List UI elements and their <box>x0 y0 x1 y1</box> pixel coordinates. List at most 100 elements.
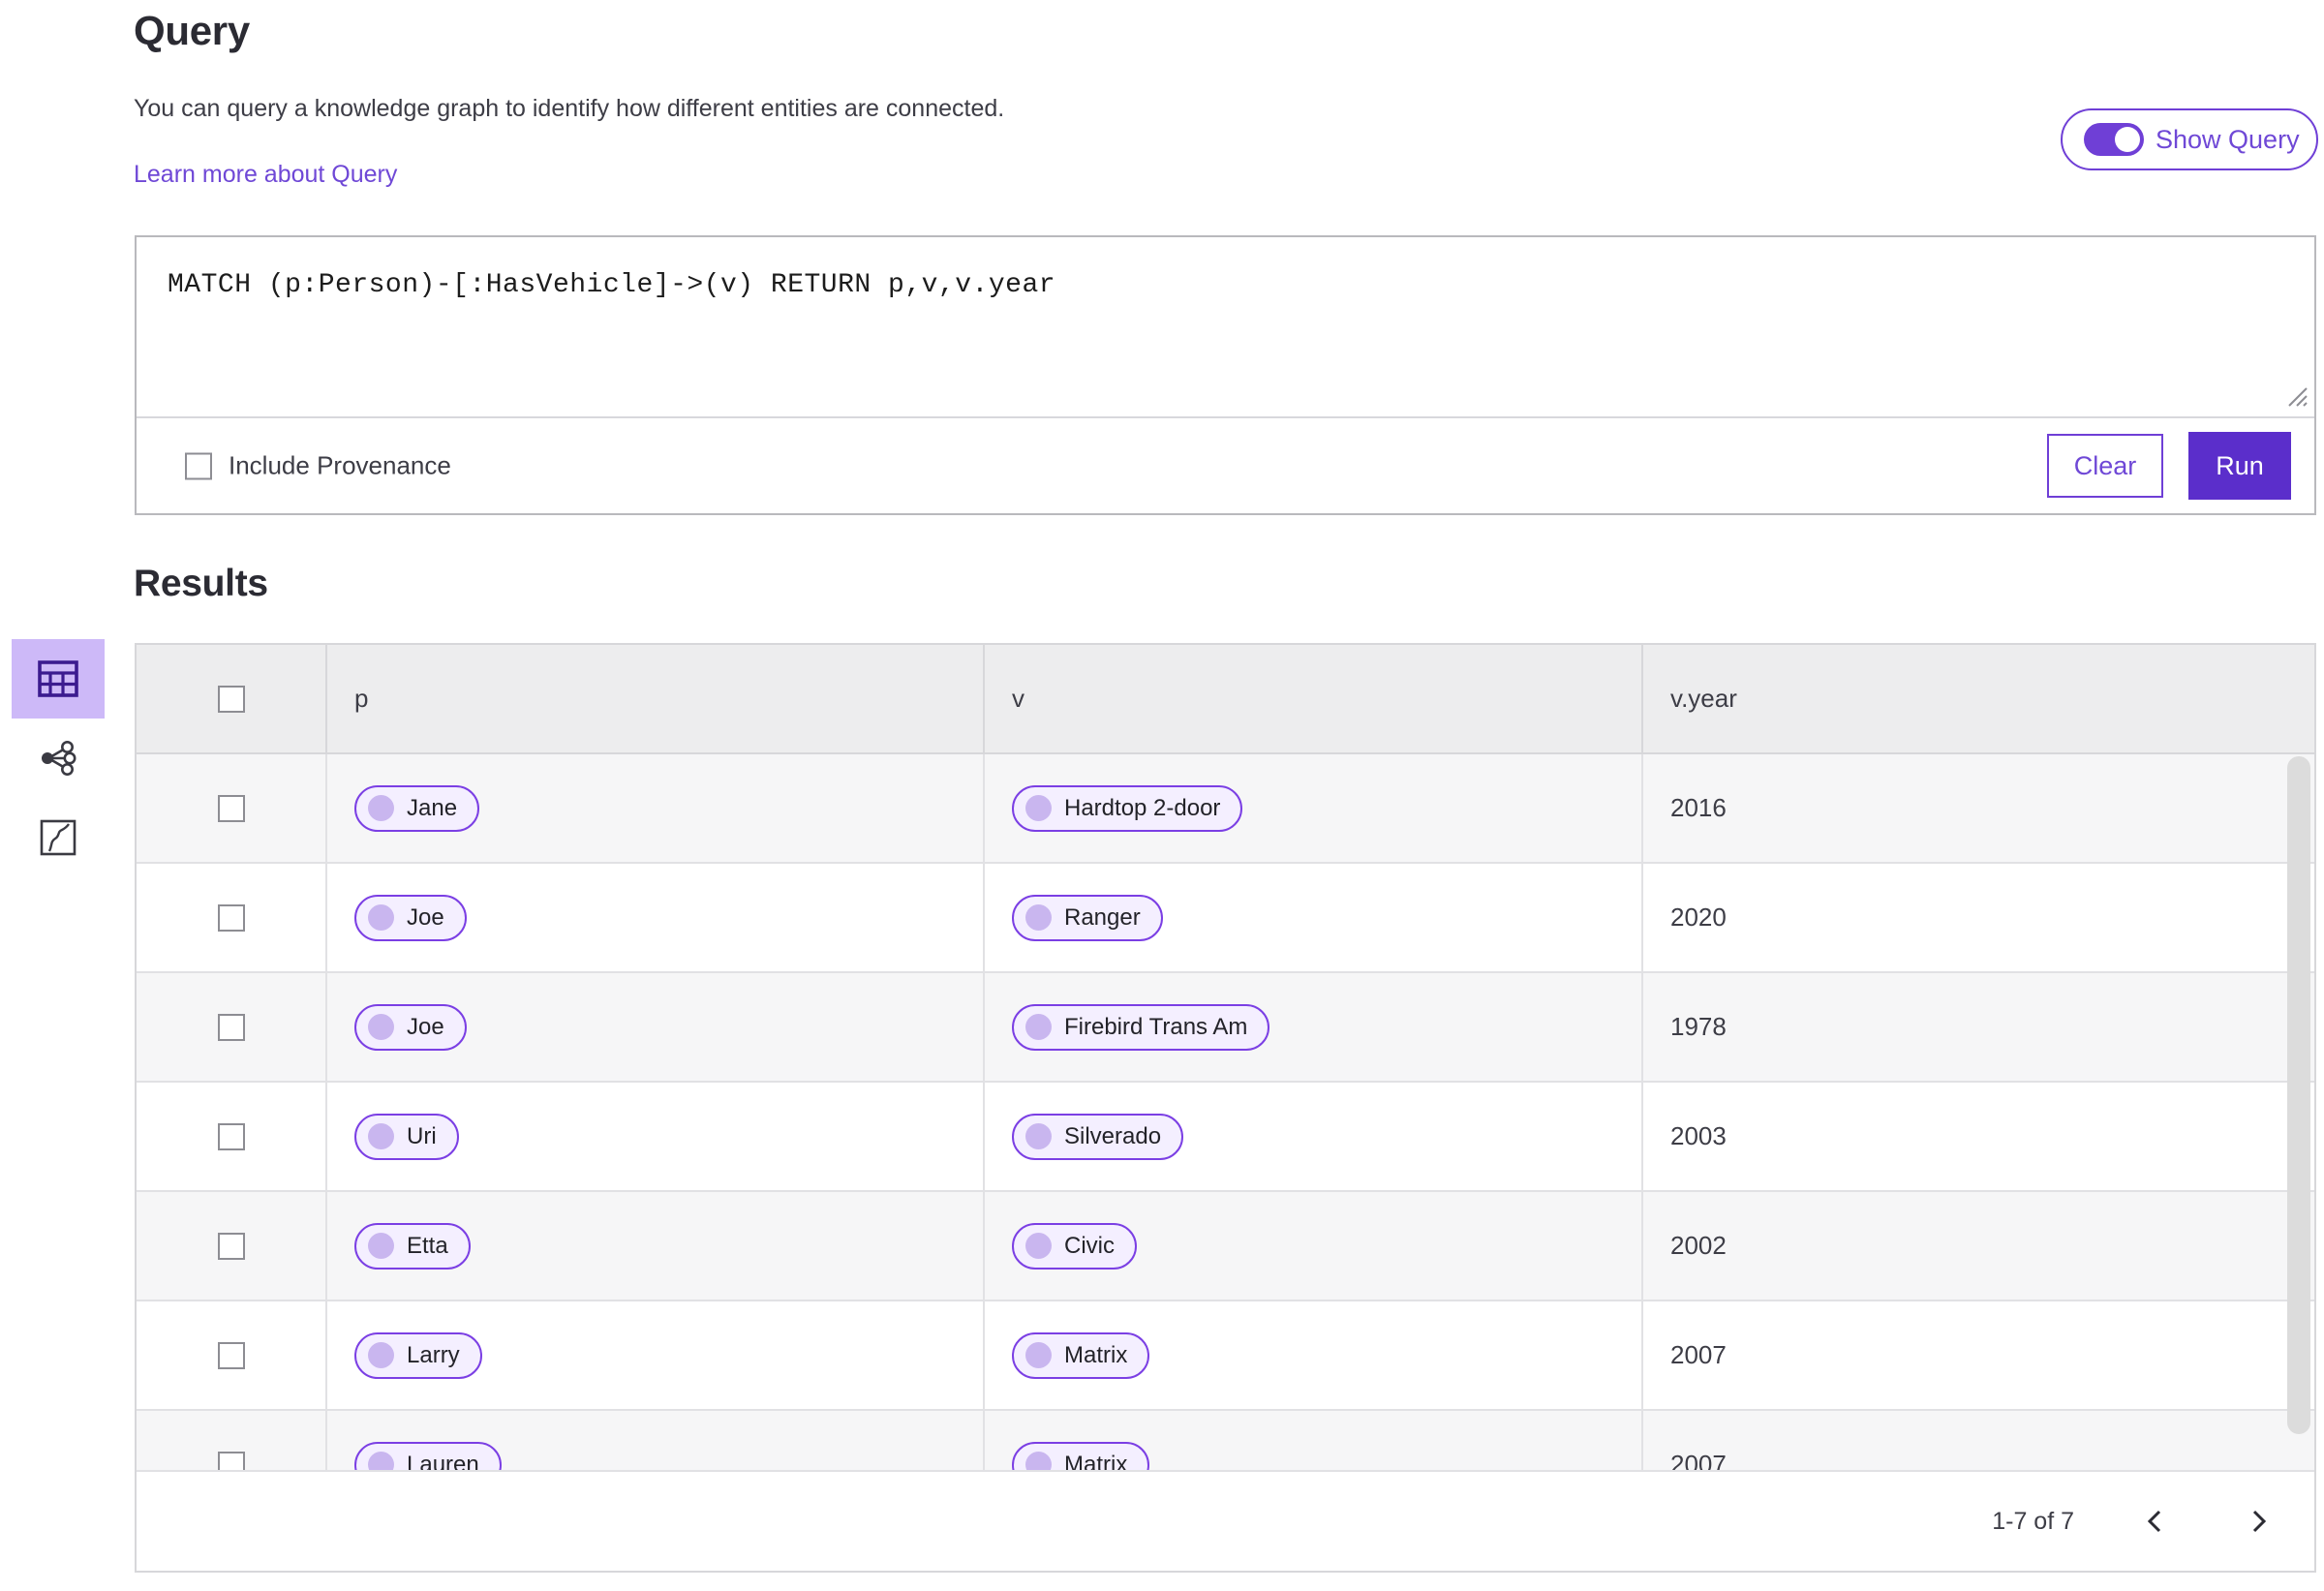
view-mode-rail <box>10 639 107 877</box>
page-subtitle: You can query a knowledge graph to ident… <box>134 95 1005 122</box>
entity-chip[interactable]: Etta <box>354 1222 471 1270</box>
row-select-cell <box>137 1301 327 1409</box>
row-select-cell <box>137 1411 327 1470</box>
table-row[interactable]: Joe Firebird Trans Am 1978 <box>137 973 2314 1083</box>
entity-chip[interactable]: Uri <box>354 1113 459 1160</box>
entity-chip[interactable]: Hardtop 2-door <box>1012 784 1243 832</box>
row-select-cell <box>137 1192 327 1300</box>
show-query-toggle[interactable]: Show Query <box>2061 108 2318 170</box>
scrollbar-thumb[interactable] <box>2287 756 2310 1434</box>
row-select-cell <box>137 1083 327 1190</box>
node-dot-icon <box>1025 1233 1052 1259</box>
table-row[interactable]: Joe Ranger 2020 <box>137 864 2314 973</box>
node-dot-icon <box>1025 904 1052 931</box>
cell-v: Silverado <box>985 1083 1643 1190</box>
row-checkbox[interactable] <box>217 794 245 822</box>
table-header-row: p v v.year <box>137 645 2314 754</box>
entity-chip-label: Matrix <box>1064 1341 1128 1368</box>
query-input[interactable] <box>137 237 2314 416</box>
results-title: Results <box>134 563 268 604</box>
cell-v-year: 2002 <box>1670 1231 1727 1260</box>
sidebar-item-map-view[interactable] <box>12 798 105 877</box>
entity-chip[interactable]: Firebird Trans Am <box>1012 1003 1270 1051</box>
toggle-knob <box>2115 127 2140 152</box>
node-dot-icon <box>368 1123 394 1149</box>
row-checkbox[interactable] <box>217 1232 245 1260</box>
table-icon <box>38 659 78 698</box>
row-checkbox[interactable] <box>217 1451 245 1470</box>
cell-p: Etta <box>327 1192 985 1300</box>
learn-more-link[interactable]: Learn more about Query <box>134 161 398 188</box>
include-provenance-label: Include Provenance <box>229 450 451 480</box>
row-checkbox[interactable] <box>217 903 245 932</box>
chevron-left-icon[interactable] <box>2134 1500 2177 1543</box>
entity-chip[interactable]: Jane <box>354 784 480 832</box>
entity-chip[interactable]: Silverado <box>1012 1113 1184 1160</box>
cell-v: Ranger <box>985 864 1643 971</box>
run-button[interactable]: Run <box>2188 432 2291 500</box>
table-row[interactable]: Uri Silverado 2003 <box>137 1083 2314 1192</box>
table-vertical-scrollbar[interactable] <box>2287 754 2310 1470</box>
row-select-cell <box>137 973 327 1081</box>
table-row[interactable]: Jane Hardtop 2-door 2016 <box>137 754 2314 864</box>
cell-p: Joe <box>327 864 985 971</box>
entity-chip[interactable]: Matrix <box>1012 1331 1150 1379</box>
table-row[interactable]: Larry Matrix 2007 <box>137 1301 2314 1411</box>
cell-v-year: 2007 <box>1670 1450 1727 1470</box>
include-provenance-checkbox[interactable]: Include Provenance <box>185 451 451 481</box>
cell-p: Larry <box>327 1301 985 1409</box>
entity-chip-label: Uri <box>407 1122 437 1149</box>
clear-button[interactable]: Clear <box>2047 434 2163 498</box>
page-title: Query <box>134 8 250 53</box>
pagination-range: 1-7 of 7 <box>1992 1507 2074 1535</box>
node-dot-icon <box>368 795 394 821</box>
node-dot-icon <box>368 1014 394 1040</box>
node-dot-icon <box>1025 1342 1052 1368</box>
cell-v-year: 2003 <box>1670 1121 1727 1150</box>
row-checkbox[interactable] <box>217 1122 245 1150</box>
entity-chip[interactable]: Lauren <box>354 1441 502 1470</box>
entity-chip[interactable]: Joe <box>354 894 467 941</box>
entity-chip[interactable]: Larry <box>354 1331 482 1379</box>
cell-p: Lauren <box>327 1411 985 1470</box>
entity-chip[interactable]: Ranger <box>1012 894 1163 941</box>
cell-p: Jane <box>327 754 985 862</box>
node-dot-icon <box>368 1452 394 1470</box>
node-dot-icon <box>1025 795 1052 821</box>
select-all-checkbox[interactable] <box>217 685 245 713</box>
cell-v: Matrix <box>985 1301 1643 1409</box>
cell-v: Firebird Trans Am <box>985 973 1643 1081</box>
select-all-header <box>137 645 327 752</box>
column-header-p[interactable]: p <box>327 645 985 752</box>
entity-chip-label: Hardtop 2-door <box>1064 794 1221 821</box>
table-row[interactable]: Lauren Matrix 2007 <box>137 1411 2314 1470</box>
toggle-switch[interactable] <box>2084 123 2144 156</box>
entity-chip-label: Ranger <box>1064 903 1141 931</box>
sidebar-item-table-view[interactable] <box>12 639 105 719</box>
table-footer: 1-7 of 7 <box>137 1470 2314 1571</box>
row-checkbox[interactable] <box>217 1341 245 1369</box>
cell-v-year: 2020 <box>1670 903 1727 932</box>
entity-chip[interactable]: Matrix <box>1012 1441 1150 1471</box>
sidebar-item-graph-view[interactable] <box>12 719 105 798</box>
cell-v: Civic <box>985 1192 1643 1300</box>
table-body: Jane Hardtop 2-door 2016 Joe Ranger 2020 Joe Fi… <box>137 754 2314 1470</box>
node-dot-icon <box>368 904 394 931</box>
cell-v: Matrix <box>985 1411 1643 1470</box>
entity-chip-label: Matrix <box>1064 1451 1128 1471</box>
entity-chip[interactable]: Civic <box>1012 1222 1137 1270</box>
table-row[interactable]: Etta Civic 2002 <box>137 1192 2314 1301</box>
row-select-cell <box>137 864 327 971</box>
chevron-right-icon[interactable] <box>2237 1500 2279 1543</box>
entity-chip[interactable]: Joe <box>354 1003 467 1051</box>
cell-p: Joe <box>327 973 985 1081</box>
entity-chip-label: Jane <box>407 794 458 821</box>
column-header-v[interactable]: v <box>985 645 1643 752</box>
checkbox-box[interactable] <box>185 452 212 479</box>
node-dot-icon <box>368 1233 394 1259</box>
cell-p: Uri <box>327 1083 985 1190</box>
row-checkbox[interactable] <box>217 1013 245 1041</box>
column-header-v-year[interactable]: v.year <box>1670 684 1737 713</box>
cell-v-year: 2016 <box>1670 793 1727 822</box>
